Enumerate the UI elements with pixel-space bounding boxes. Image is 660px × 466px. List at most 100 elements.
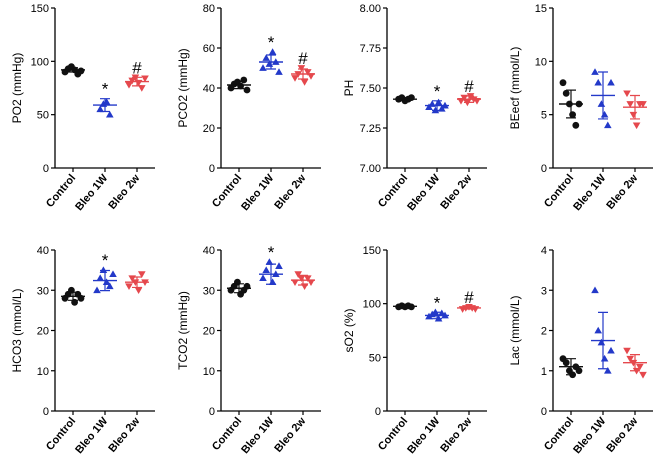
data-point (265, 60, 274, 67)
data-point (106, 110, 114, 118)
y-tick-label: 60 (203, 43, 215, 55)
y-tick-label: 10 (535, 56, 547, 68)
data-point (559, 79, 567, 87)
y-tick-label: 2 (541, 326, 547, 338)
y-tick-label: 150 (363, 245, 381, 257)
x-tick-label: Bleo 1W (405, 172, 442, 213)
x-tick-label: Bleo 2w (604, 172, 640, 212)
error-bar (598, 311, 608, 370)
data-point (300, 283, 309, 291)
annotation: # (132, 58, 142, 77)
data-point (243, 86, 251, 94)
data-point (597, 338, 606, 346)
x-tick-label: Bleo 1W (239, 415, 276, 456)
x-tick-label: Bleo 1W (73, 415, 110, 456)
data-point (304, 69, 312, 76)
y-tick-label: 0 (43, 406, 49, 418)
error-bar (266, 263, 276, 285)
annotation: # (298, 49, 308, 68)
error-bar (234, 283, 244, 294)
error-bar (630, 94, 640, 120)
x-tick-label: Bleo 1W (571, 415, 608, 456)
y-tick-label: 10 (203, 366, 215, 378)
data-point (307, 73, 315, 80)
data-point (307, 279, 315, 286)
annotation: # (464, 288, 474, 307)
data-point (275, 68, 283, 75)
error-bar (298, 68, 308, 80)
data-point (297, 275, 306, 282)
y-tick-label: 8.00 (360, 3, 381, 15)
data-point (234, 278, 241, 286)
data-point (291, 279, 299, 286)
y-tick-label: 150 (31, 3, 49, 15)
y-tick-label: 5 (541, 110, 547, 122)
x-tick-label: Bleo 2w (272, 172, 308, 212)
data-point (265, 258, 274, 265)
data-point (594, 326, 602, 334)
y-tick-label: 4 (541, 245, 547, 257)
data-point (607, 78, 615, 86)
data-point (569, 111, 576, 119)
data-point (138, 271, 146, 278)
error-bar (400, 97, 410, 102)
data-point (106, 282, 114, 290)
x-tick-label: Bleo 2w (106, 172, 142, 212)
annotation: # (464, 77, 474, 96)
data-point (262, 266, 270, 273)
data-point (626, 101, 634, 108)
y-tick-label: 7.00 (360, 163, 381, 175)
data-point (96, 274, 104, 282)
data-point (600, 110, 609, 118)
y-tick-label: 100 (31, 56, 49, 68)
error-bar (630, 354, 640, 372)
x-tick-label: Bleo 2w (438, 415, 474, 455)
data-point (597, 100, 606, 107)
data-point (109, 270, 117, 277)
data-point (591, 68, 599, 75)
annotation: * (268, 243, 275, 262)
annotation: * (434, 293, 441, 312)
data-point (632, 122, 641, 130)
x-tick-label: Bleo 1W (73, 172, 110, 213)
y-axis-label: HCO3 (mmol/L) (10, 288, 24, 372)
error-bar (266, 54, 276, 70)
data-point (600, 354, 609, 362)
error-bar (464, 306, 474, 310)
error-bar (132, 276, 142, 289)
y-tick-label: 15 (535, 3, 547, 15)
error-bar (432, 311, 442, 320)
data-point (623, 347, 631, 355)
data-point (93, 286, 101, 294)
y-tick-label: 20 (37, 326, 49, 338)
annotation: * (102, 80, 109, 99)
data-point (240, 76, 248, 84)
data-point (639, 101, 647, 108)
error-bar (566, 89, 576, 119)
error-bar (464, 95, 474, 103)
data-point (604, 121, 612, 129)
y-axis-label: PCO2 (mmHg) (176, 48, 190, 127)
y-tick-label: 20 (203, 123, 215, 135)
error-bar (234, 80, 244, 90)
y-tick-label: 0 (43, 163, 49, 175)
error-bar (68, 67, 78, 73)
x-tick-label: Bleo 1W (405, 415, 442, 456)
y-tick-label: 80 (203, 3, 215, 15)
x-tick-label: Bleo 2w (604, 415, 640, 455)
y-tick-label: 0 (541, 163, 547, 175)
x-tick-label: Bleo 1W (239, 172, 276, 213)
y-tick-label: 40 (37, 245, 49, 257)
y-axis-label: sO2 (%) (342, 308, 356, 352)
y-tick-label: 7.25 (360, 123, 381, 135)
y-tick-label: 0 (209, 406, 215, 418)
error-bar (566, 358, 576, 376)
y-axis-label: BEecf (mmol/L) (508, 47, 522, 130)
data-point (259, 64, 267, 71)
data-point (262, 54, 270, 61)
data-point (275, 262, 283, 269)
